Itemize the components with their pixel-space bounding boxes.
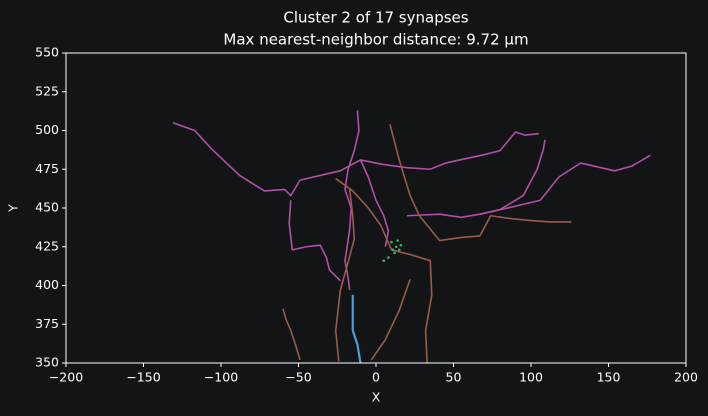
y-tick-label: 450 bbox=[35, 200, 59, 215]
synapse-point bbox=[397, 248, 401, 252]
neuron-trace bbox=[389, 124, 572, 242]
synapse-point bbox=[382, 259, 386, 263]
neuron-trace bbox=[479, 154, 651, 215]
y-tick-label: 500 bbox=[35, 122, 59, 137]
synapse-point bbox=[399, 243, 403, 247]
x-tick-label: 50 bbox=[446, 370, 462, 385]
x-tick-label: −200 bbox=[49, 370, 83, 385]
neuron-trace bbox=[282, 308, 301, 361]
neuron-trace bbox=[351, 294, 362, 364]
neuron-trace bbox=[172, 121, 431, 197]
neuron-trace bbox=[429, 131, 539, 170]
neuron-trace bbox=[406, 139, 546, 219]
x-axis-label: X bbox=[372, 390, 381, 405]
neuron-trace bbox=[335, 177, 433, 364]
x-tick-label: −50 bbox=[285, 370, 311, 385]
x-tick-label: −100 bbox=[204, 370, 238, 385]
x-tick-label: 100 bbox=[519, 370, 543, 385]
synapse-point bbox=[396, 239, 400, 242]
neuron-trace bbox=[370, 279, 411, 361]
y-tick-label: 375 bbox=[35, 316, 59, 331]
neuron-trace bbox=[359, 159, 390, 247]
synapse-point bbox=[393, 251, 396, 255]
synapse-point bbox=[394, 245, 398, 249]
x-tick-label: 0 bbox=[372, 370, 380, 385]
chart-title: Cluster 2 of 17 synapses bbox=[283, 9, 468, 27]
neuron-trace bbox=[288, 200, 341, 282]
y-tick-label: 475 bbox=[35, 161, 59, 176]
synapse-point bbox=[387, 256, 390, 259]
y-axis-label: Y bbox=[6, 204, 21, 213]
synapse-point bbox=[390, 240, 393, 244]
y-tick-label: 550 bbox=[35, 45, 59, 60]
y-tick-label: 525 bbox=[35, 83, 59, 98]
synapse-point bbox=[391, 248, 395, 252]
y-tick-label: 400 bbox=[35, 277, 59, 292]
x-tick-label: 150 bbox=[597, 370, 621, 385]
x-tick-label: −150 bbox=[126, 370, 160, 385]
plot-frame bbox=[65, 52, 687, 364]
chart-subtitle: Max nearest-neighbor distance: 9.72 µm bbox=[223, 31, 528, 49]
y-tick-label: 350 bbox=[35, 355, 59, 370]
neuron-trace bbox=[334, 189, 356, 362]
y-tick-label: 425 bbox=[35, 238, 59, 253]
x-tick-label: 200 bbox=[674, 370, 698, 385]
